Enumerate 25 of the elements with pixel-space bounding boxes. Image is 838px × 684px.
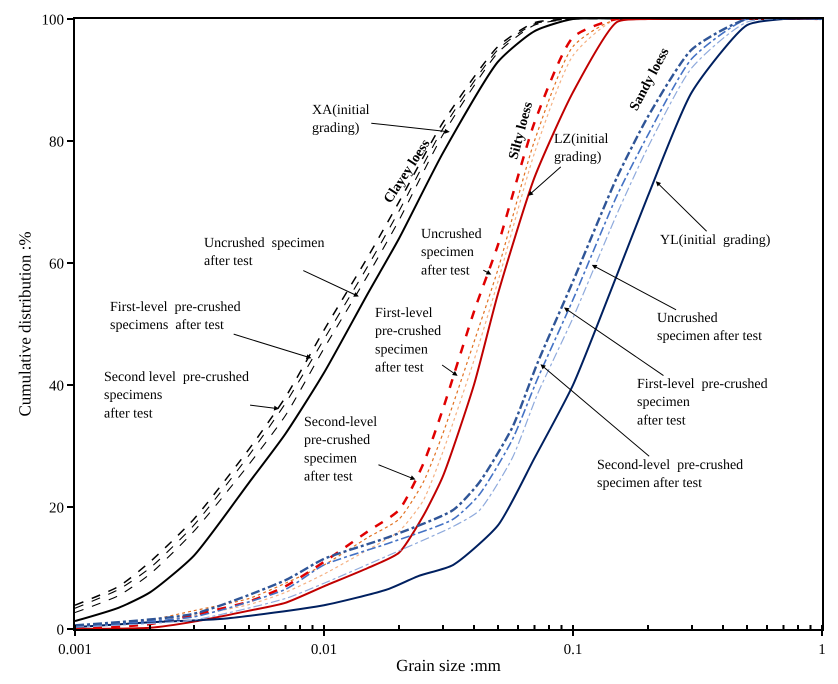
annotation: Silty loess: [506, 100, 536, 162]
annotation: Second-level pre-crushed specimen after test: [597, 458, 744, 492]
x-tick-label: 0.001: [58, 642, 92, 658]
x-tick-label: 1: [818, 642, 826, 658]
x-tick-label: 0.1: [564, 642, 582, 658]
y-tick-label: 20: [49, 500, 64, 516]
x-axis-title: Grain size :mm: [396, 656, 501, 675]
y-tick-label: 80: [49, 134, 64, 150]
y-tick-label: 0: [56, 622, 64, 638]
annotation: First-level pre-crushed specimens after test: [110, 300, 241, 334]
annotation: Uncrushed specimen after test: [657, 311, 762, 344]
annotation: Uncrushed specimen after test: [204, 236, 325, 270]
y-tick-label: 100: [42, 12, 64, 28]
y-axis-title: Cumulative distribution :%: [16, 231, 35, 417]
annotation: LZ(initial grading): [554, 132, 609, 166]
annotation: Uncrushed specimen after test: [421, 227, 482, 278]
y-tick-label: 60: [49, 256, 64, 272]
annotation: Second-level pre-crushed specimen after test: [304, 415, 378, 485]
annotation: Second level pre-crushed specimens after test: [104, 370, 249, 422]
annotation: First-level pre-crushed specimen after test: [375, 306, 442, 376]
x-tick-label: 0.01: [310, 642, 338, 658]
y-tick-label: 40: [49, 378, 64, 394]
annotation: First-level pre-crushed specimen after test: [637, 377, 768, 428]
annotation: XA(initial grading): [312, 103, 370, 136]
annotation: YL(initial grading): [660, 233, 771, 248]
